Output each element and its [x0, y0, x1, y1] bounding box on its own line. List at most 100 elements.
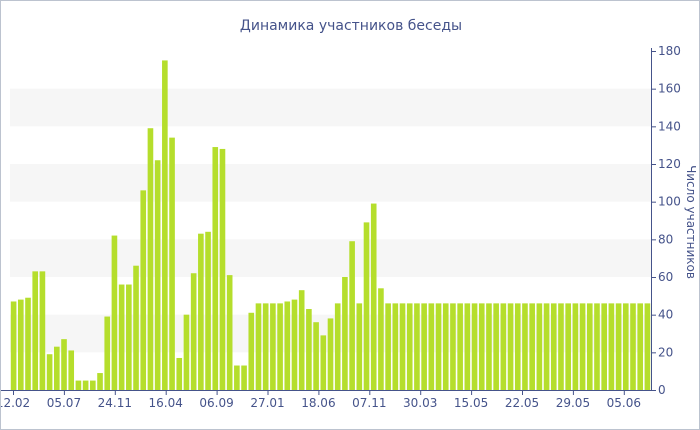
y-tick-label: 40	[658, 308, 673, 322]
bar	[543, 303, 550, 390]
bar	[414, 303, 420, 390]
bar	[320, 335, 327, 390]
bar	[118, 284, 125, 390]
bar	[637, 303, 644, 390]
bar	[306, 309, 312, 390]
bar	[579, 303, 586, 390]
bar	[133, 265, 139, 390]
bar	[291, 299, 298, 390]
bar	[601, 303, 607, 390]
bar	[39, 271, 46, 390]
bar	[90, 380, 96, 390]
bar	[536, 303, 543, 390]
bar	[356, 303, 363, 390]
bar	[421, 303, 427, 390]
bar	[140, 190, 147, 390]
bar	[313, 322, 319, 390]
bar	[507, 303, 514, 390]
chart-title: Динамика участников беседы	[240, 18, 462, 34]
bar	[644, 303, 651, 390]
bar	[270, 303, 276, 390]
bar	[205, 231, 211, 390]
x-tick-label: 22.05	[505, 396, 539, 410]
bar	[478, 303, 485, 390]
bar	[154, 160, 161, 390]
bar	[61, 339, 67, 390]
bar	[46, 354, 53, 390]
x-tick-label: 12.02	[1, 396, 30, 410]
bar	[435, 303, 442, 390]
bar	[212, 147, 219, 390]
bar	[406, 303, 413, 390]
bar	[241, 365, 247, 390]
x-tick-label: 16.04	[149, 396, 183, 410]
bar	[147, 128, 154, 390]
bar	[486, 303, 492, 390]
x-axis-ticks: 12.02 05.07 24.11 16.04 06.09 27.01 18.06 07.11…	[1, 390, 641, 410]
bar	[442, 303, 449, 390]
bar	[450, 303, 456, 390]
bars	[10, 60, 651, 391]
x-tick-label: 07.11	[352, 396, 386, 410]
bar	[198, 233, 204, 390]
bar	[248, 312, 255, 390]
bar	[327, 318, 334, 390]
bar	[183, 314, 190, 390]
y-tick-label: 0	[658, 383, 666, 397]
x-tick-label: 15.05	[454, 396, 488, 410]
grid-band	[10, 239, 651, 277]
x-tick-label: 27.01	[250, 396, 284, 410]
x-tick-label: 29.05	[556, 396, 590, 410]
bar	[378, 288, 384, 390]
bar	[471, 303, 478, 390]
x-tick-label: 24.11	[98, 396, 132, 410]
bar	[428, 303, 435, 390]
bar	[111, 235, 118, 390]
bar	[284, 301, 291, 390]
bar	[255, 303, 262, 390]
x-tick-label: 30.03	[403, 396, 437, 410]
axes	[1, 48, 652, 391]
y-tick-label: 80	[658, 232, 673, 246]
grid-band	[10, 88, 651, 127]
y-tick-label: 180	[658, 44, 681, 58]
bar	[54, 346, 60, 390]
x-tick-label: 06.09	[199, 396, 233, 410]
bar	[514, 303, 521, 390]
bar	[464, 303, 471, 390]
bar	[630, 303, 636, 390]
y-axis-label: Число участников	[684, 165, 698, 279]
bar	[68, 350, 75, 390]
grid-band	[10, 164, 651, 202]
bar	[97, 373, 103, 390]
bar	[104, 316, 111, 390]
bar	[169, 137, 175, 390]
bar	[385, 303, 391, 390]
bar	[75, 380, 82, 390]
bar	[162, 60, 168, 391]
y-tick-label: 60	[658, 270, 673, 284]
y-tick-label: 160	[658, 82, 681, 96]
bar	[586, 303, 593, 390]
bar	[176, 357, 183, 390]
bar	[234, 365, 240, 390]
bar	[558, 303, 564, 390]
bar	[226, 275, 233, 390]
x-tick-label: 18.06	[301, 396, 335, 410]
bar	[190, 273, 197, 390]
bar	[342, 277, 348, 390]
bar	[608, 303, 615, 390]
bar	[126, 284, 132, 390]
bar	[392, 303, 399, 390]
y-tick-label: 120	[658, 157, 681, 171]
y-tick-label: 100	[658, 195, 681, 209]
bar	[572, 303, 579, 390]
bar	[615, 303, 622, 390]
y-tick-label: 20	[658, 345, 673, 359]
bar	[32, 271, 39, 390]
x-tick-label: 05.07	[47, 396, 81, 410]
bar	[565, 303, 571, 390]
bar	[622, 303, 629, 390]
bar	[25, 297, 31, 390]
